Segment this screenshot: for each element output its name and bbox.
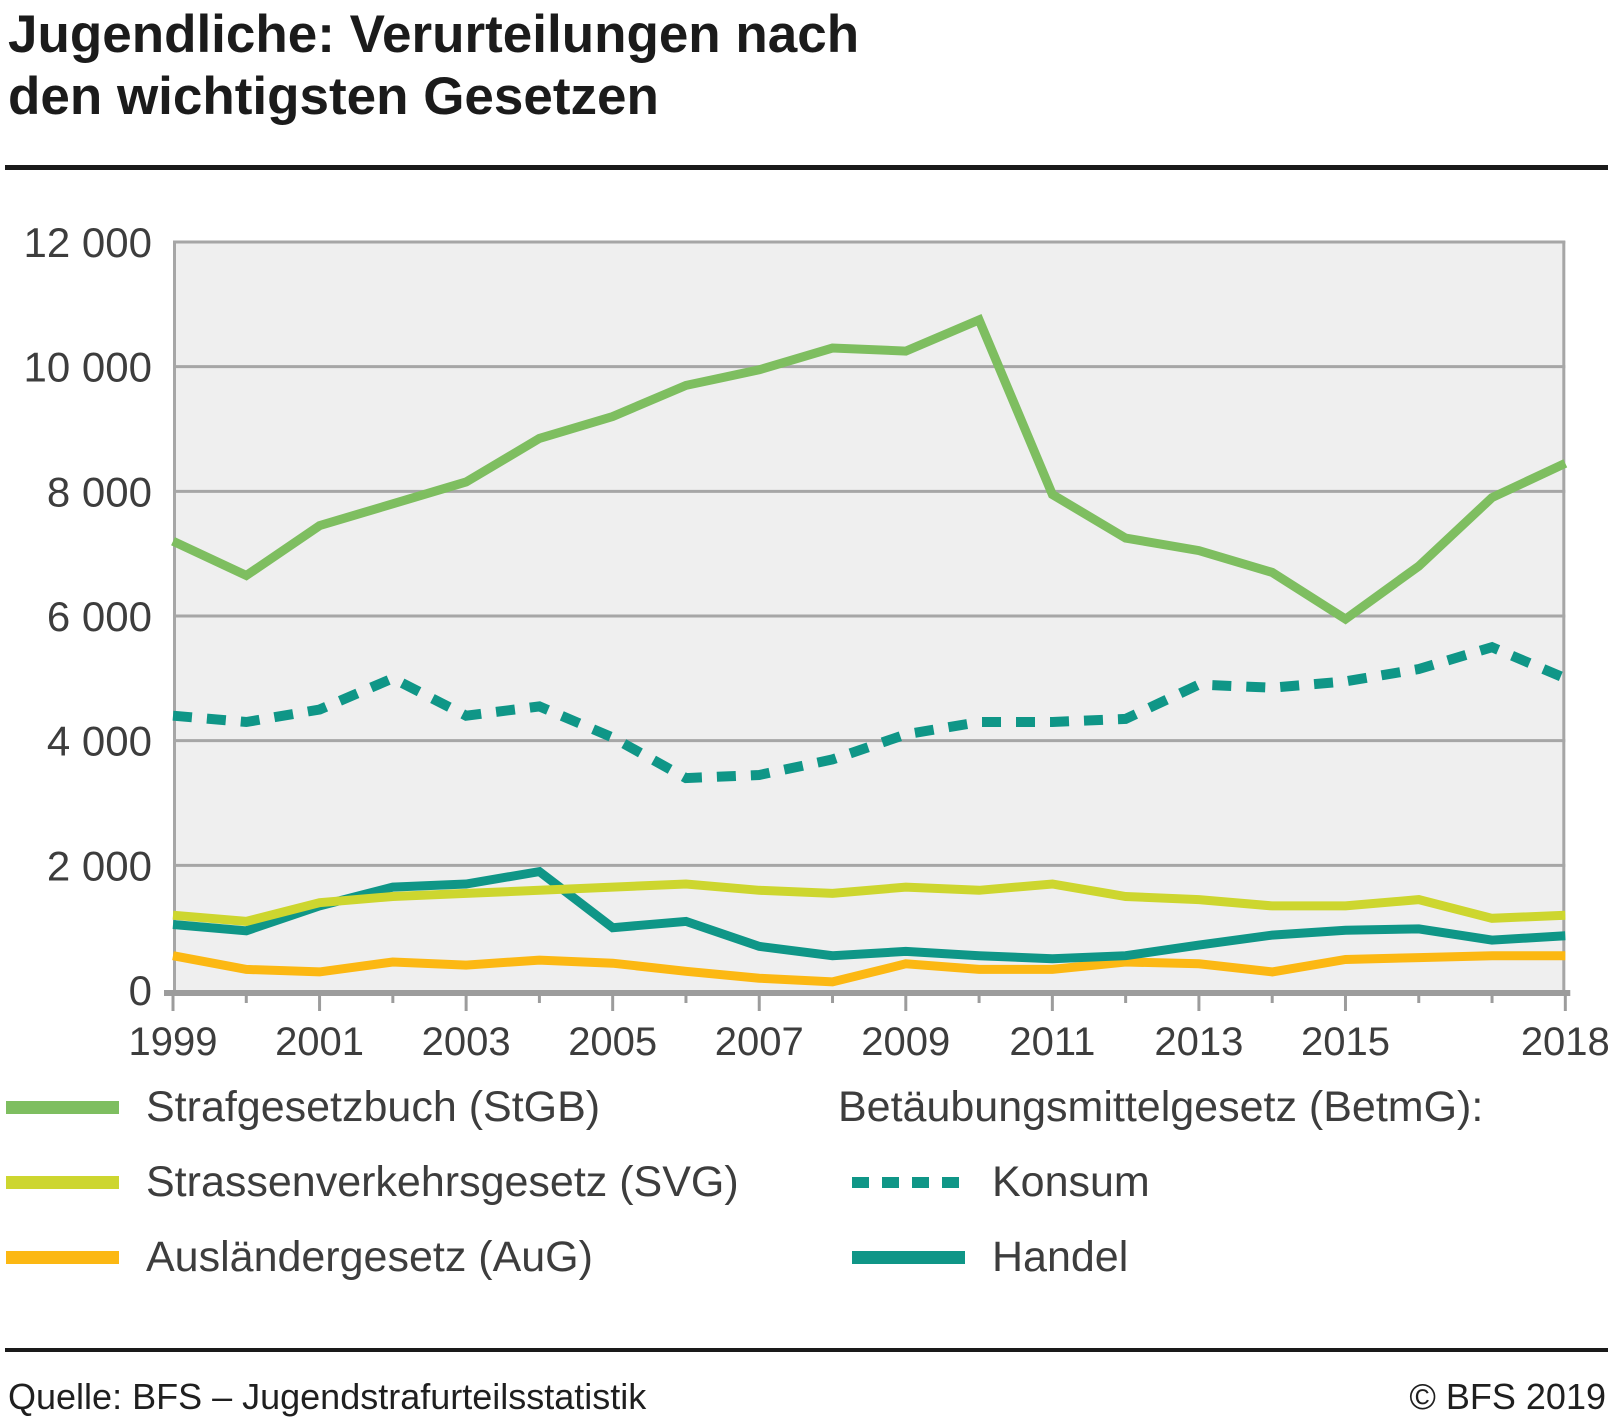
y-axis-label-2000: 2 000 bbox=[47, 842, 152, 889]
legend-item-konsum: Konsum bbox=[852, 1157, 1150, 1206]
x-axis-label-2003: 2003 bbox=[422, 1020, 511, 1064]
footer-divider bbox=[5, 1348, 1608, 1352]
legend-label-svg: Strassenverkehrsgesetz (SVG) bbox=[146, 1157, 739, 1206]
aug-line-swatch bbox=[6, 1250, 119, 1264]
y-axis-label-4000: 4 000 bbox=[47, 718, 152, 765]
y-axis-label-6000: 6 000 bbox=[47, 593, 152, 640]
x-axis-label-2005: 2005 bbox=[568, 1020, 657, 1064]
copyright-note: © BFS 2019 bbox=[1409, 1376, 1606, 1417]
legend-label-stgb: Strafgesetzbuch (StGB) bbox=[146, 1082, 601, 1131]
series-line-konsum bbox=[172, 641, 1568, 784]
svg-line-swatch bbox=[6, 1175, 119, 1189]
legend-label-handel: Handel bbox=[992, 1232, 1129, 1281]
handel-line-swatch bbox=[852, 1250, 965, 1264]
series-line-stgb bbox=[171, 313, 1568, 625]
legend-item-aug: Ausländergesetz (AuG) bbox=[6, 1232, 593, 1281]
source-note: Quelle: BFS – Jugendstrafurteilsstatisti… bbox=[8, 1376, 647, 1417]
x-axis-label-2015: 2015 bbox=[1301, 1020, 1390, 1064]
legend-label-konsum: Konsum bbox=[992, 1157, 1150, 1206]
series-line-handel bbox=[172, 866, 1566, 964]
title-line-1: Jugendliche: Verurteilungen nach bbox=[8, 5, 860, 64]
legend-group-betmg: Betäubungsmittelgesetz (BetmG): bbox=[838, 1082, 1484, 1131]
stgb-line-swatch bbox=[6, 1100, 119, 1114]
line-chart: 1999 2001 2003 2005 2007 2009 2011 2013 2015 2018… bbox=[24, 219, 1610, 1064]
x-axis-label-1999: 1999 bbox=[129, 1020, 218, 1064]
y-axis-label-8000: 8 000 bbox=[47, 468, 152, 515]
x-axis-label-2009: 2009 bbox=[861, 1020, 950, 1064]
x-axis-label-2001: 2001 bbox=[275, 1020, 364, 1064]
legend-label-aug: Ausländergesetz (AuG) bbox=[146, 1232, 593, 1281]
y-axis-label-10000: 10 000 bbox=[24, 344, 152, 391]
x-axis-label-2013: 2013 bbox=[1154, 1020, 1243, 1064]
footer: Quelle: BFS – Jugendstrafurteilsstatisti… bbox=[8, 1376, 1606, 1418]
x-axis-label-2018: 2018 bbox=[1521, 1020, 1610, 1064]
legend-header-betmg: Betäubungsmittelgesetz (BetmG): bbox=[838, 1082, 1484, 1131]
y-axis-label-12000: 12 000 bbox=[24, 219, 152, 266]
series-line-aug bbox=[172, 951, 1566, 987]
konsum-dashed-line-swatch bbox=[852, 1176, 965, 1188]
legend-item-svg: Strassenverkehrsgesetz (SVG) bbox=[6, 1157, 739, 1206]
y-axis-label-0: 0 bbox=[129, 967, 152, 1014]
title-divider bbox=[5, 165, 1608, 170]
series-line-svg bbox=[172, 879, 1566, 926]
x-axis-label-2007: 2007 bbox=[715, 1020, 804, 1064]
x-axis-label-2011: 2011 bbox=[1009, 1020, 1095, 1064]
title-line-2: den wichtigsten Gesetzen bbox=[8, 67, 659, 126]
legend-item-stgb: Strafgesetzbuch (StGB) bbox=[6, 1082, 601, 1131]
page-title: Jugendliche: Verurteilungen nach den wic… bbox=[8, 4, 859, 128]
legend-item-handel: Handel bbox=[852, 1232, 1129, 1281]
